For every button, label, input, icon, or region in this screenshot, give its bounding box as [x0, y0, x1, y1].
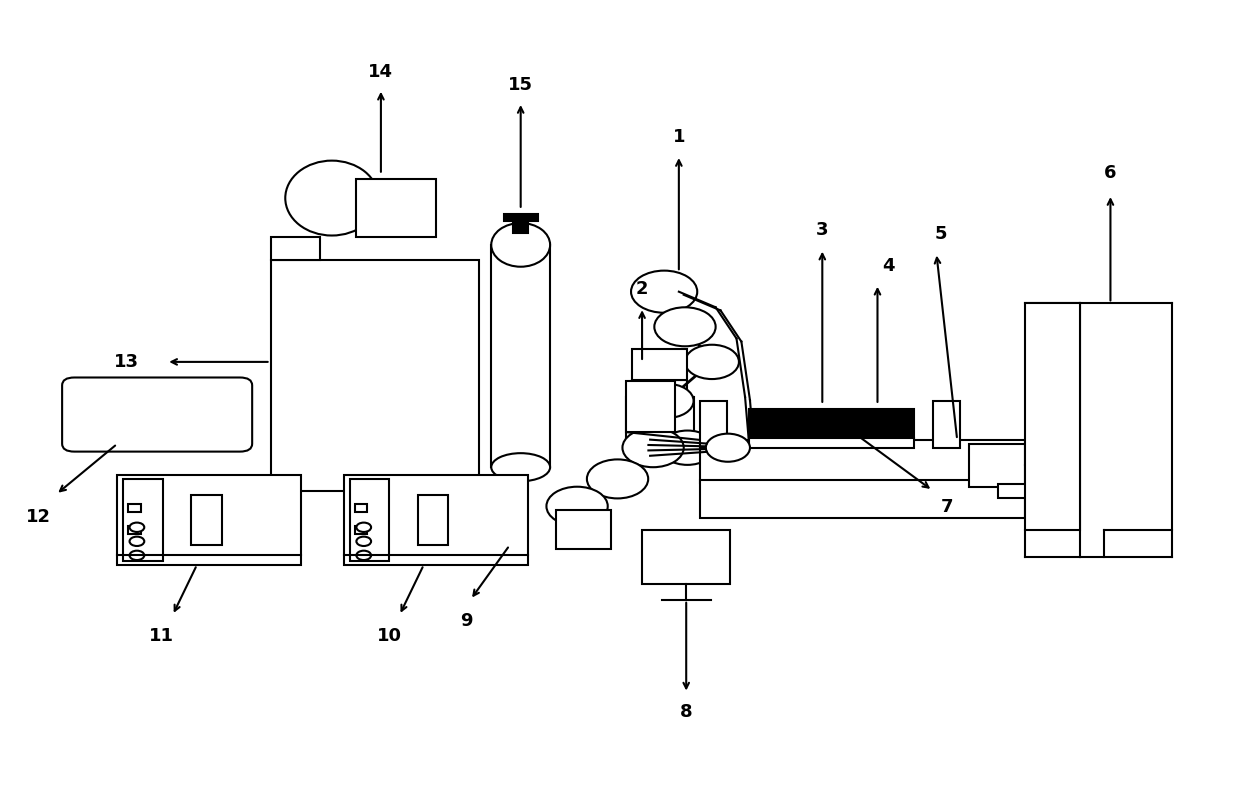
Bar — [749, 438, 914, 448]
Bar — [270, 237, 320, 260]
Text: 10: 10 — [377, 627, 402, 646]
Bar — [626, 381, 675, 432]
Text: 2: 2 — [636, 280, 649, 298]
Text: 1: 1 — [672, 128, 686, 146]
Circle shape — [631, 271, 697, 313]
Bar — [1024, 303, 1080, 530]
Circle shape — [706, 434, 750, 462]
Bar — [699, 440, 1024, 483]
Bar — [632, 349, 687, 380]
Bar — [124, 479, 162, 561]
Bar — [491, 245, 551, 467]
Bar — [345, 475, 528, 565]
Circle shape — [640, 384, 693, 418]
Text: 5: 5 — [935, 225, 947, 242]
Bar — [998, 484, 1028, 499]
Circle shape — [129, 551, 144, 560]
Bar — [932, 401, 960, 448]
Bar — [355, 526, 367, 534]
Bar — [699, 401, 727, 448]
Circle shape — [661, 430, 714, 464]
Circle shape — [129, 522, 144, 532]
Text: 13: 13 — [114, 353, 139, 371]
Ellipse shape — [491, 223, 551, 267]
Text: 12: 12 — [26, 508, 51, 526]
Text: 14: 14 — [368, 63, 393, 81]
Bar — [191, 495, 222, 545]
Text: 11: 11 — [149, 627, 174, 646]
Bar — [418, 495, 449, 545]
Bar — [557, 510, 611, 549]
Bar — [642, 530, 730, 584]
Circle shape — [356, 522, 371, 532]
Text: 4: 4 — [883, 256, 895, 275]
Circle shape — [587, 460, 649, 499]
Ellipse shape — [491, 453, 551, 481]
Bar — [632, 380, 687, 397]
Bar — [118, 475, 301, 565]
Circle shape — [356, 551, 371, 560]
Text: 7: 7 — [941, 499, 954, 516]
Bar — [749, 409, 914, 440]
Circle shape — [129, 537, 144, 546]
Bar — [128, 504, 140, 511]
Text: 15: 15 — [508, 76, 533, 94]
Bar — [128, 526, 140, 534]
Bar — [356, 179, 436, 237]
Bar — [970, 444, 1024, 487]
Circle shape — [684, 345, 739, 379]
Bar — [503, 214, 538, 222]
Circle shape — [655, 307, 715, 346]
Bar — [270, 260, 479, 491]
Text: 8: 8 — [680, 703, 692, 721]
Bar — [513, 218, 528, 233]
Circle shape — [622, 428, 683, 467]
Bar — [626, 397, 693, 444]
Text: 9: 9 — [460, 611, 472, 630]
FancyBboxPatch shape — [62, 377, 252, 452]
Bar — [699, 480, 1024, 518]
Circle shape — [356, 537, 371, 546]
Ellipse shape — [285, 160, 378, 236]
Text: 3: 3 — [816, 221, 828, 239]
Bar — [355, 504, 367, 511]
Bar — [350, 479, 389, 561]
Circle shape — [547, 487, 608, 526]
Text: 6: 6 — [1104, 164, 1117, 183]
